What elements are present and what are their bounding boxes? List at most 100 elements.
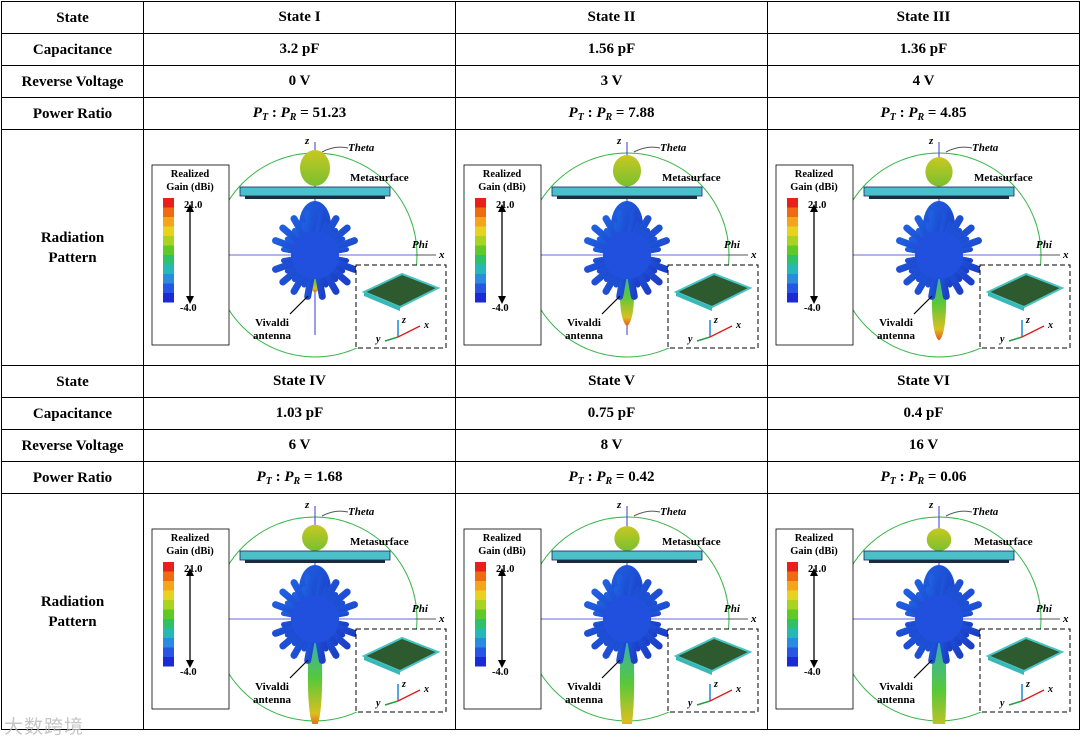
colorbar-segment xyxy=(474,590,486,600)
colorbar-segment xyxy=(474,217,486,227)
colorbar-title-line2: Gain (dBi) xyxy=(790,546,838,557)
antenna-label-line2: antenna xyxy=(253,694,291,706)
inset-board-side xyxy=(363,656,400,675)
colorbar-title-line1: Realized xyxy=(170,533,209,544)
theta-label: Theta xyxy=(660,506,687,518)
row-radiation-pattern: Radiation Pattern z Theta Phi x Metasurfa… xyxy=(1,129,1080,366)
colorbar-segment xyxy=(162,198,174,208)
theta-label: Theta xyxy=(348,506,375,518)
inset-board-side xyxy=(675,656,712,675)
theta-arrow xyxy=(633,146,660,153)
x-axis-label: x xyxy=(438,249,445,261)
colorbar-segment xyxy=(162,571,174,581)
colorbar-segment xyxy=(786,581,798,591)
colorbar-segment xyxy=(162,207,174,217)
ratio-number: 7.88 xyxy=(628,104,655,121)
x-axis-label: x xyxy=(1062,249,1069,261)
colorbar-segment xyxy=(474,198,486,208)
metasurface-label: Metasurface xyxy=(350,172,409,184)
inset-y-axis xyxy=(384,336,398,342)
z-axis-label: z xyxy=(616,135,622,147)
row-label-state: State xyxy=(1,1,144,34)
capacitance-value: 1.36 pF xyxy=(767,33,1080,66)
colorbar-segment xyxy=(162,245,174,255)
colorbar-segment xyxy=(474,255,486,265)
colorbar-arrow-down xyxy=(497,660,506,668)
capacitance-value: 1.56 pF xyxy=(455,33,768,66)
x-axis-label: x xyxy=(750,613,757,625)
antenna-label-line2: antenna xyxy=(877,694,915,706)
row-label-capacitance: Capacitance xyxy=(1,33,144,66)
antenna-label-line1: Vivaldi xyxy=(255,317,289,329)
antenna-label-line2: antenna xyxy=(253,330,291,342)
colorbar-max-label: 21.0 xyxy=(184,564,202,575)
z-axis-label: z xyxy=(616,499,622,511)
state-name: State II xyxy=(455,1,768,34)
colorbar-segment xyxy=(786,590,798,600)
inset-x-axis xyxy=(397,325,420,338)
row-label-power-ratio: Power Ratio xyxy=(1,461,144,494)
colorbar-arrow-down xyxy=(809,296,818,304)
colorbar-segment xyxy=(162,619,174,629)
radiation-pattern-cell: z Theta Phi x Metasurface Realized Gain … xyxy=(767,493,1080,746)
colorbar-segment xyxy=(162,283,174,293)
colorbar-min-label: -4.0 xyxy=(492,303,509,314)
row-state: State State I State II State III xyxy=(1,1,1080,34)
state-name: State V xyxy=(455,365,768,398)
radiation-pattern-figure: z Theta Phi x Metasurface Realized Gain … xyxy=(151,499,446,729)
z-axis-label: z xyxy=(928,499,934,511)
colorbar-segment xyxy=(474,657,486,667)
inset-y-axis xyxy=(1008,336,1022,342)
colorbar-segment xyxy=(162,264,174,274)
radiation-pattern-cell: z Theta Phi x Metasurface Realized Gain … xyxy=(767,129,1080,366)
metasurface-plate xyxy=(551,550,702,561)
colorbar-segment xyxy=(786,657,798,667)
capacitance-value: 3.2 pF xyxy=(143,33,456,66)
colorbar-segment xyxy=(162,255,174,265)
phi-label: Phi xyxy=(724,603,741,615)
colorbar-max-label: 21.0 xyxy=(184,200,202,211)
colorbar-segment xyxy=(162,562,174,572)
phi-label: Phi xyxy=(1036,239,1053,251)
row-power-ratio: Power Ratio PT : PR = 51.23 PT : PR = 7.88… xyxy=(1,97,1080,130)
colorbar-segment xyxy=(474,236,486,246)
colorbar-segment xyxy=(162,236,174,246)
inset-z-label: z xyxy=(401,679,406,690)
colorbar-segment xyxy=(474,274,486,284)
colorbar-arrow-up xyxy=(809,568,818,576)
colorbar-min-label: -4.0 xyxy=(492,667,509,678)
antenna-label-line1: Vivaldi xyxy=(567,681,601,693)
power-ratio-value: PT : PR = 4.85 xyxy=(767,97,1080,130)
antenna-pointer xyxy=(913,295,932,315)
row-label-power-ratio: Power Ratio xyxy=(1,97,144,130)
antenna-label-line1: Vivaldi xyxy=(255,681,289,693)
metasurface-plate xyxy=(239,186,390,197)
inset-y-axis xyxy=(696,336,710,342)
power-ratio-value: PT : PR = 7.88 xyxy=(455,97,768,130)
front-lobe xyxy=(926,528,951,552)
colorbar-segment xyxy=(162,274,174,284)
power-ratio-value: PT : PR = 0.42 xyxy=(455,461,768,494)
colorbar-segment xyxy=(786,562,798,572)
colorbar-segment xyxy=(786,647,798,657)
inset-x-axis xyxy=(1021,325,1044,338)
phi-label: Phi xyxy=(1036,603,1053,615)
x-axis-label: x xyxy=(438,613,445,625)
inset-x-axis xyxy=(709,689,732,702)
colorbar-segment xyxy=(474,609,486,619)
ratio-number: 1.68 xyxy=(316,468,343,485)
antenna-pointer xyxy=(289,659,308,679)
capacitance-value: 1.03 pF xyxy=(143,397,456,430)
antenna-label-line2: antenna xyxy=(877,330,915,342)
colorbar-arrow-up xyxy=(497,568,506,576)
inset-x-axis xyxy=(1021,689,1044,702)
colorbar-segment xyxy=(162,647,174,657)
radiation-pattern-cell: z Theta Phi x Metasurface Realized Gain … xyxy=(143,493,456,730)
pattern-core xyxy=(290,231,339,279)
capacitance-value: 0.75 pF xyxy=(455,397,768,430)
voltage-value: 8 V xyxy=(455,429,768,462)
theta-arrow xyxy=(945,510,972,517)
inset-y-axis xyxy=(384,700,398,706)
